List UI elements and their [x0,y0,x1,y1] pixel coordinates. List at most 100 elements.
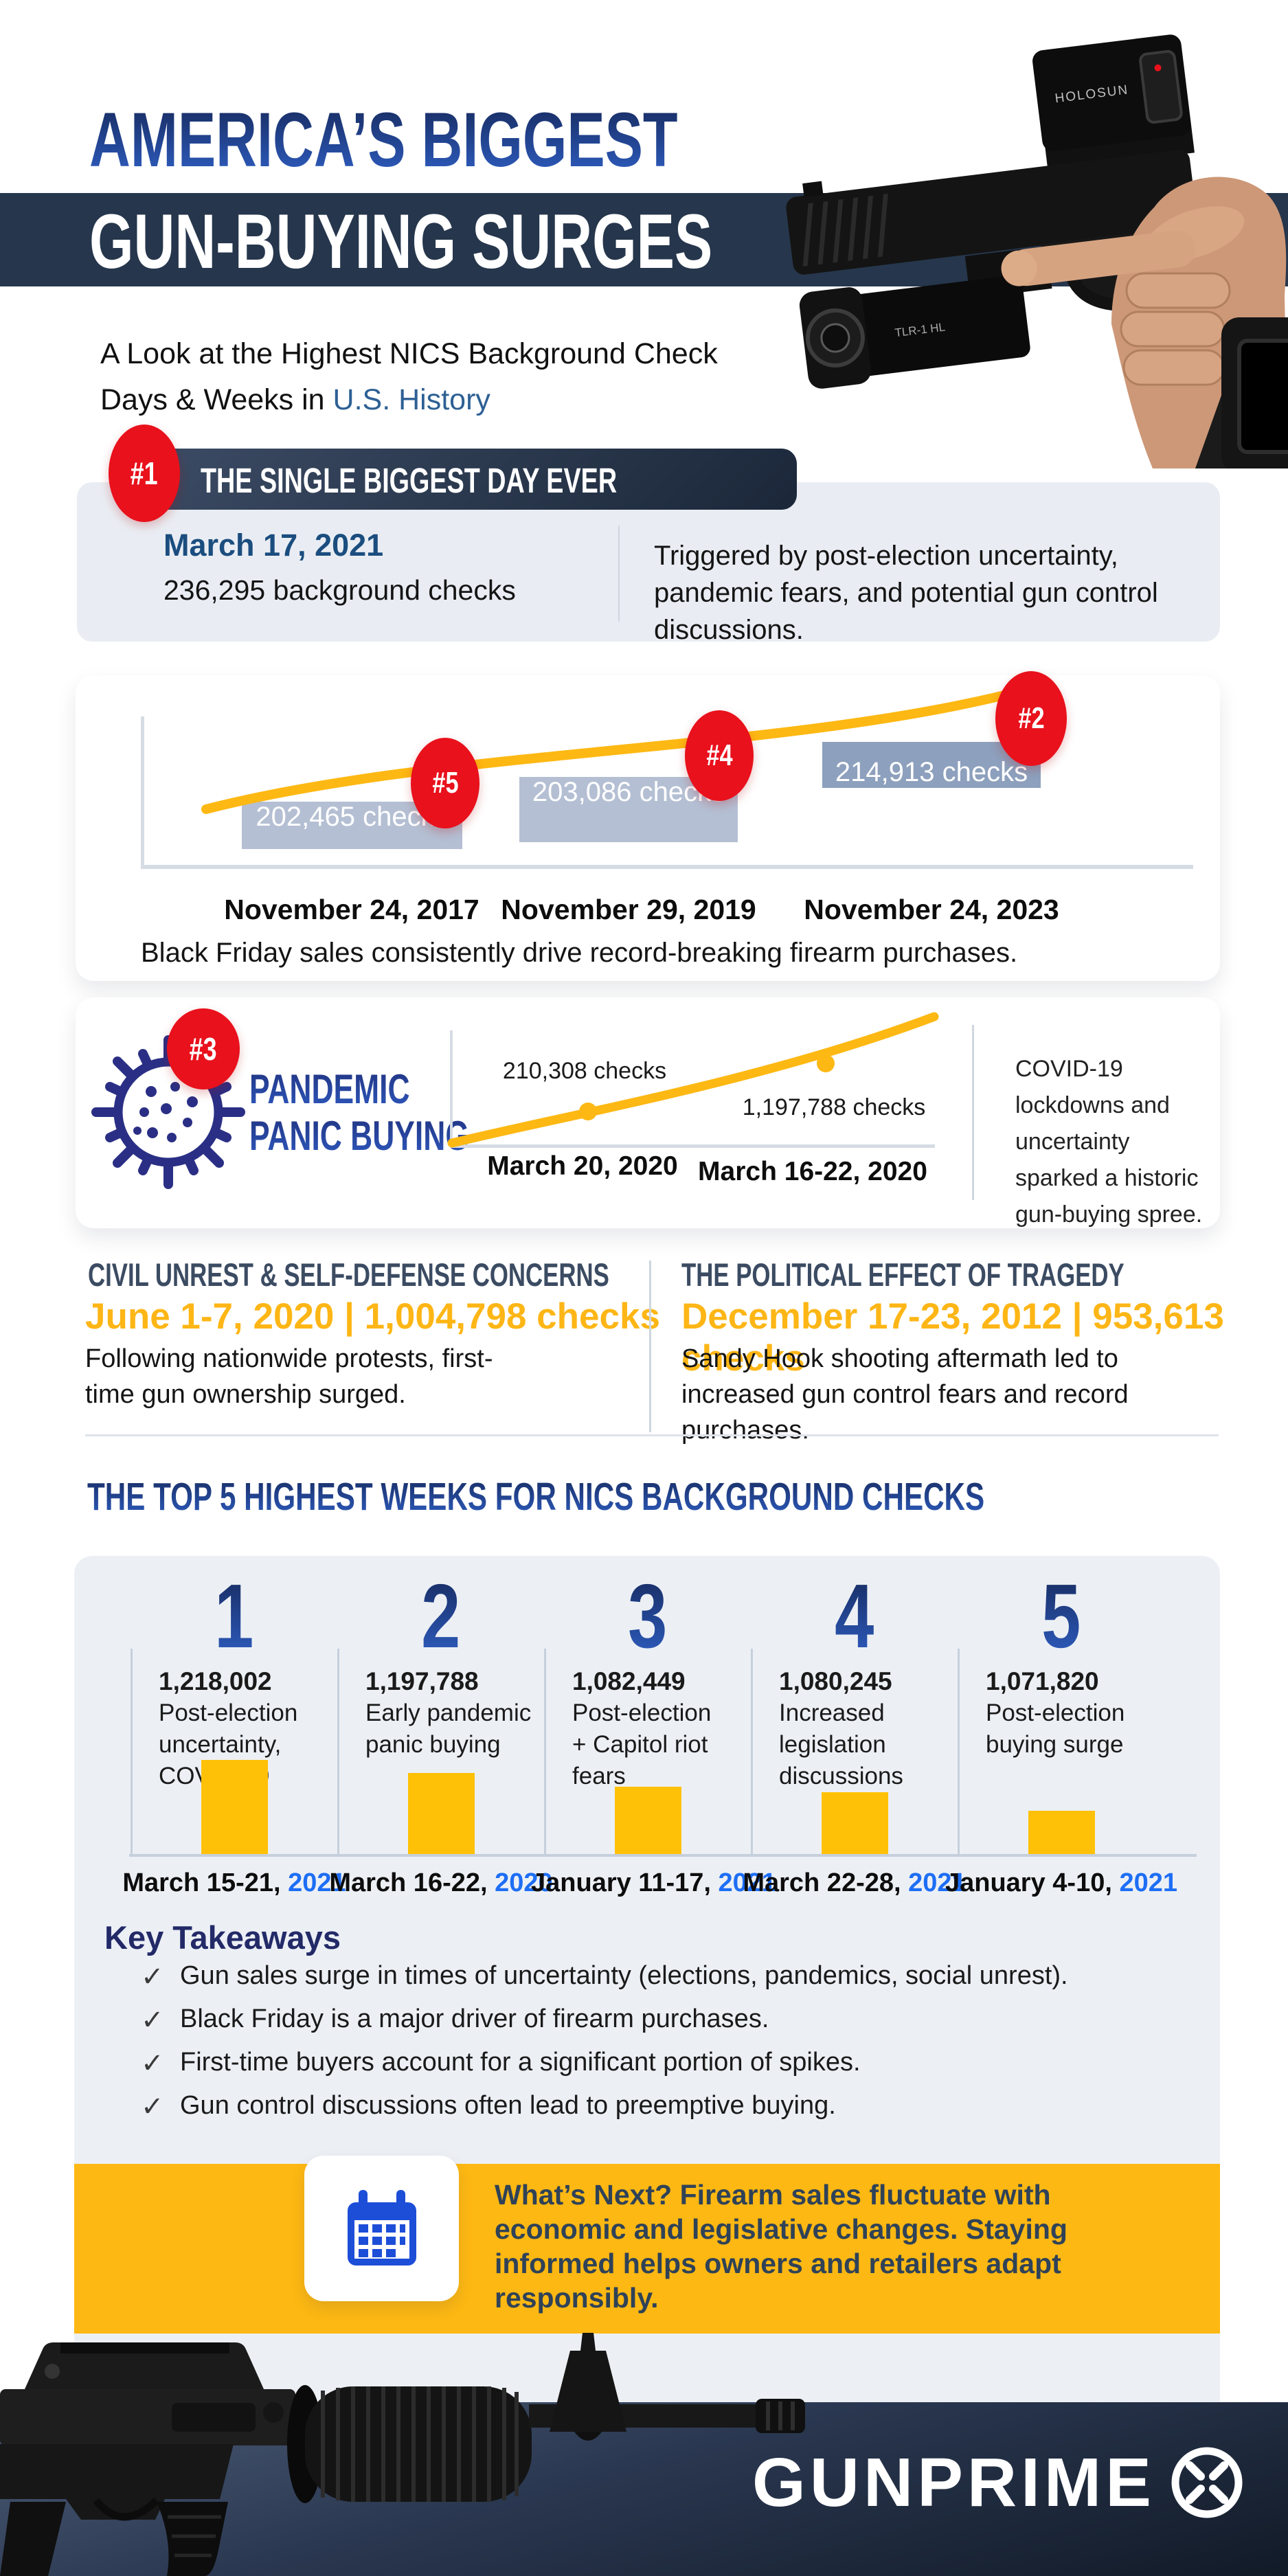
bf-date-2023: November 24, 2023 [804,894,1059,925]
subtitle-highlight: U.S. History [332,383,490,416]
biggest-day-date: March 17, 2021 [163,528,384,563]
bf-date-2019: November 29, 2019 [501,894,756,925]
pandemic-curve [447,1012,939,1148]
biggest-day-description: Triggered by post-election uncertainty, … [654,541,1158,645]
top5-rank-1: 1 [214,1566,254,1667]
events-bottom-divider [85,1434,1219,1436]
top5-bar-4 [822,1792,888,1854]
subtitle-line1: A Look at the Highest NICS Background Ch… [100,337,718,370]
rank-3-badge: #3 [167,1008,240,1089]
top5-date-1: March 15-21, 2021 [122,1868,346,1897]
rank-2-badge: #2 [995,671,1067,766]
top5-value: 1,197,788 [365,1667,479,1695]
top5-heading: THE TOP 5 HIGHEST WEEKS FOR NICS BACKGRO… [87,1475,985,1519]
top5-date-3: January 11-17, 2021 [531,1868,777,1897]
bf-trend-curve [201,690,1009,814]
takeaway-item: Gun control discussions often lead to pr… [180,2091,836,2120]
pandemic-y-axis [450,1030,453,1147]
top5-date-4: March 22-28, 2021 [743,1868,967,1897]
bf-caption: Black Friday sales consistently drive re… [141,938,1018,968]
top5-panel: 1 2 3 4 5 1,218,002 Post-election uncert… [74,1556,1220,2402]
event-left-heading: CIVIL UNREST & SELF-DEFENSE CONCERNS [88,1256,609,1293]
cta-icon-tile [304,2156,459,2301]
pandemic-point1-date: March 20, 2020 [487,1151,678,1181]
top5-value: 1,080,245 [779,1667,892,1695]
cta-band: What’s Next? Firearm sales fluctuate wit… [74,2156,1220,2334]
rank-1-badge: #1 [109,425,180,522]
biggest-day-stat: 236,295 background checks [163,574,516,606]
check-icon: ✓ [141,2048,164,2079]
top5-stat-5: 1,071,820 Post-election buying surge [986,1666,1171,1761]
top5-value: 1,082,449 [572,1667,686,1695]
top5-baseline [129,1854,1197,1857]
cta-text: What’s Next? Firearm sales fluctuate wit… [495,2179,1067,2314]
pandemic-description: COVID-19 lockdowns and uncertainty spark… [1015,1056,1203,1228]
brand-logo: GUNPRIME [752,2442,1247,2523]
top5-divider [958,1649,960,1855]
biggest-day-heading: THE SINGLE BIGGEST DAY EVER [201,461,618,500]
check-icon: ✓ [141,2005,164,2035]
bf-date-2017: November 24, 2017 [224,894,479,925]
top5-desc: Post-election buying surge [986,1699,1125,1758]
top5-stat-4: 1,080,245 Increased legislation discussi… [779,1666,964,1792]
top5-desc: Increased legislation discussions [779,1699,903,1789]
biggest-day-header-bar: THE SINGLE BIGGEST DAY EVER [121,449,797,510]
rifle-photo [0,2333,805,2576]
calendar-icon [347,2190,416,2266]
top5-desc: Early pandemic panic buying [365,1699,532,1758]
takeaway-item: First-time buyers account for a signific… [180,2048,861,2077]
page-title-line1: AMERICA’S BIGGEST [89,97,678,183]
pistol-photo: HOLOSUN TLR-1 HL [786,34,1288,468]
takeaways-heading: Key Takeaways [104,1919,341,1956]
takeaway-item: Gun sales surge in times of uncertainty … [180,1961,1068,1990]
top5-divider [131,1649,133,1855]
top5-stat-2: 1,197,788 Early pandemic panic buying [365,1666,551,1761]
takeaway-item: Black Friday is a major driver of firear… [180,2004,769,2033]
brand-wordmark: GUNPRIME [752,2443,1155,2521]
top5-rank-2: 2 [421,1566,461,1667]
event-left-description: Following nationwide protests, first-tim… [85,1344,493,1409]
top5-divider [337,1649,339,1855]
check-icon: ✓ [141,1962,164,1992]
top5-date-5: January 4-10, 2021 [945,1868,1178,1897]
top5-bar-1 [201,1760,268,1854]
top5-bar-5 [1028,1811,1095,1854]
pandemic-point2-date: March 16-22, 2020 [698,1157,927,1186]
event-left-stat: June 1-7, 2020 | 1,004,798 checks [85,1296,660,1337]
bf-y-axis [141,716,144,865]
black-friday-card: 202,465 checks 203,086 checks 214,913 ch… [76,671,1220,981]
page-title-line2: GUN-BUYING SURGES [89,199,713,284]
top5-desc: Post-election + Capitol riot fears [572,1699,712,1789]
pandemic-card: #3 PANDEMIC PANIC BUYING 210,308 checks … [76,997,1220,1228]
top5-rank-4: 4 [835,1566,874,1667]
rank-5-badge: #5 [411,738,479,828]
top5-bar-3 [615,1787,681,1854]
top5-stat-3: 1,082,449 Post-election + Capitol riot f… [572,1666,758,1792]
event-right-heading: THE POLITICAL EFFECT OF TRAGEDY [681,1256,1125,1293]
top5-divider [751,1649,753,1855]
pandemic-divider [972,1025,974,1200]
bf-bar-label: 214,913 checks [835,757,1028,787]
pandemic-point2-label: 1,197,788 checks [742,1094,926,1120]
top5-rank-5: 5 [1041,1566,1081,1667]
brand-scope-icon [1171,2447,1243,2518]
top5-value: 1,218,002 [159,1667,272,1695]
event-right-description: Sandy Hook shooting aftermath led to inc… [681,1344,1129,1445]
rank-4-badge: #4 [685,710,754,801]
pandemic-x-axis [450,1144,935,1148]
event-right-stat: December 17-23, 2012 | 953,613 checks [681,1296,1224,1379]
page-subtitle: A Look at the Highest NICS Background Ch… [100,331,718,423]
top5-value: 1,071,820 [986,1667,1099,1695]
top5-rank-3: 3 [628,1566,668,1667]
events-divider [649,1261,651,1432]
pandemic-title: PANDEMIC PANIC BUYING [249,1066,469,1159]
biggest-day-divider [618,526,620,622]
top5-divider [544,1649,546,1855]
pandemic-point1-label: 210,308 checks [502,1058,667,1084]
bf-x-axis [141,865,1193,869]
top5-date-2: March 16-22, 2020 [329,1868,553,1897]
subtitle-line2: Days & Weeks in U.S. History [100,383,490,416]
check-icon: ✓ [141,2092,164,2122]
top5-bar-2 [408,1773,475,1854]
